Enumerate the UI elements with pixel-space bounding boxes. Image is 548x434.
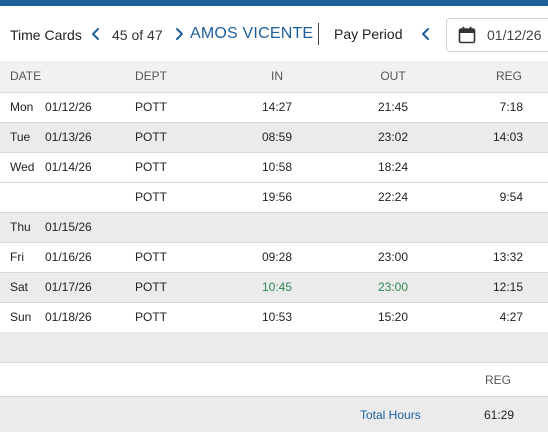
row-reg-hours: 9:54 — [499, 190, 523, 204]
row-out-time: 23:00 — [377, 250, 409, 264]
timecard-header: Time Cards 45 of 47 AMOS VICENTE Pay Per… — [0, 6, 548, 61]
row-dept: POTT — [135, 190, 167, 204]
row-date: 01/16/26 — [45, 250, 92, 264]
employee-name-link[interactable]: AMOS VICENTE — [190, 25, 314, 42]
pay-period-date-picker[interactable]: 01/12/26 — [446, 18, 548, 52]
next-employee-button[interactable] — [171, 25, 187, 43]
row-dept: POTT — [135, 250, 167, 264]
row-dept: POTT — [135, 100, 167, 114]
row-day: Mon — [10, 100, 34, 114]
row-dept: POTT — [135, 310, 167, 324]
row-reg-hours: 7:18 — [499, 100, 523, 114]
summary-reg-header: REG — [484, 373, 511, 387]
column-header-in: IN — [271, 69, 283, 83]
table-row[interactable]: Sun 01/18/26 POTT 10:53 15:20 4:27 — [0, 303, 548, 333]
table-row[interactable]: Fri 01/16/26 POTT 09:28 23:00 13:32 — [0, 243, 548, 273]
row-out-time: 23:00 — [377, 280, 409, 294]
total-hours-label: Total Hours — [360, 408, 421, 422]
row-dept: POTT — [135, 160, 167, 174]
table-row[interactable]: Tue 01/13/26 POTT 08:59 23:02 14:03 — [0, 123, 548, 153]
total-hours-row: Total Hours 61:29 — [0, 397, 548, 432]
table-row[interactable]: Mon 01/12/26 POTT 14:27 21:45 7:18 — [0, 93, 548, 123]
table-row[interactable]: Sat 01/17/26 POTT 10:45 23:00 12:15 — [0, 273, 548, 303]
row-reg-hours: 14:03 — [492, 130, 523, 144]
row-date: 01/13/26 — [45, 130, 92, 144]
column-header-date: DATE — [10, 69, 42, 83]
pay-period-date-value: 01/12/26 — [487, 27, 542, 43]
table-row[interactable]: Wed 01/14/26 POTT 10:58 18:24 — [0, 153, 548, 183]
row-in-time: 09:28 — [261, 250, 293, 264]
column-header-out: OUT — [380, 69, 406, 83]
row-reg-hours: 4:27 — [499, 310, 523, 324]
row-in-time: 08:59 — [261, 130, 293, 144]
chevron-left-icon — [92, 28, 99, 40]
row-date: 01/17/26 — [45, 280, 92, 294]
row-dept: POTT — [135, 130, 167, 144]
row-reg-hours: 12:15 — [492, 280, 523, 294]
row-out-time: 15:20 — [377, 310, 409, 324]
row-out-time: 21:45 — [377, 100, 409, 114]
table-row[interactable]: POTT 19:56 22:24 9:54 — [0, 183, 548, 213]
row-out-time: 22:24 — [377, 190, 409, 204]
row-in-time: 19:56 — [261, 190, 293, 204]
table-row[interactable]: Thu 01/15/26 — [0, 213, 548, 243]
row-in-time: 14:27 — [261, 100, 293, 114]
previous-employee-button[interactable] — [88, 25, 104, 43]
column-header-dept: DEPT — [135, 69, 168, 83]
row-date: 01/14/26 — [45, 160, 92, 174]
row-out-time: 23:02 — [377, 130, 409, 144]
row-day: Tue — [10, 130, 31, 144]
top-accent-bar — [0, 0, 548, 6]
row-out-time: 18:24 — [377, 160, 409, 174]
pay-period-label: Pay Period — [334, 26, 403, 42]
row-day: Thu — [10, 220, 31, 234]
row-day: Sun — [10, 310, 32, 324]
column-header-row: DATE DEPT IN OUT REG — [0, 61, 548, 93]
row-date: 01/18/26 — [45, 310, 92, 324]
chevron-left-icon — [422, 28, 429, 40]
row-day: Fri — [10, 250, 24, 264]
row-date: 01/15/26 — [45, 220, 92, 234]
calendar-icon — [458, 26, 476, 44]
header-divider — [318, 23, 319, 45]
row-date: 01/12/26 — [45, 100, 92, 114]
row-in-time: 10:53 — [261, 310, 293, 324]
page-title: Time Cards — [10, 27, 82, 43]
previous-pay-period-button[interactable] — [418, 25, 434, 43]
row-day: Wed — [10, 160, 35, 174]
total-hours-value: 61:29 — [483, 408, 514, 422]
summary-header-row: REG — [0, 363, 548, 397]
row-day: Sat — [10, 280, 29, 294]
row-in-time: 10:58 — [261, 160, 293, 174]
record-position: 45 of 47 — [112, 27, 163, 43]
row-reg-hours: 13:32 — [492, 250, 523, 264]
row-in-time: 10:45 — [261, 280, 293, 294]
row-dept: POTT — [135, 280, 167, 294]
table-spacer-row — [0, 332, 548, 363]
column-header-reg: REG — [495, 69, 522, 83]
chevron-right-icon — [176, 28, 183, 40]
